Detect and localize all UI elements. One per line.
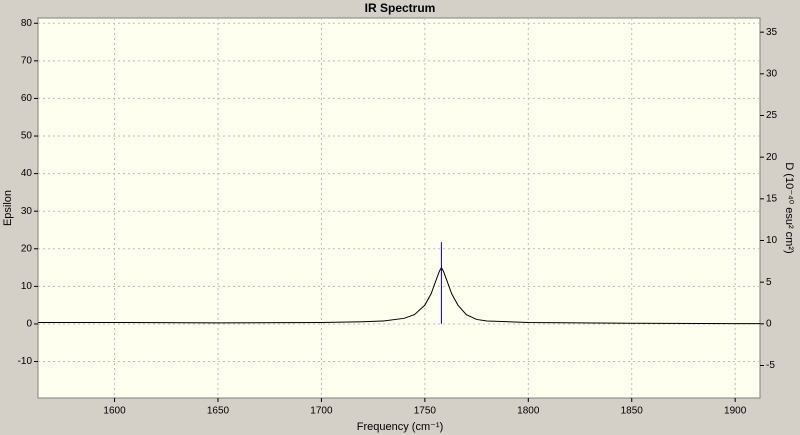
x-tick-label: 1850 — [621, 406, 644, 417]
chart-title: IR Spectrum — [365, 1, 436, 15]
plot-area — [37, 17, 761, 399]
y-tick-label: 70 — [21, 55, 33, 66]
x-tick-label: 1750 — [414, 406, 437, 417]
y2-tick-label: 35 — [766, 27, 778, 38]
y-tick-label: 10 — [21, 281, 33, 292]
y-tick-label: 20 — [21, 243, 33, 254]
y2-tick-label: 5 — [766, 277, 772, 288]
y-tick-label: 80 — [21, 18, 33, 29]
y2-tick-label: 20 — [766, 152, 778, 163]
y2-axis-label: D (10⁻⁴⁰ esu² cm²) — [783, 162, 795, 253]
y2-tick-label: 0 — [766, 318, 772, 329]
y2-tick-label: 25 — [766, 110, 778, 121]
x-tick-label: 1650 — [207, 406, 230, 417]
x-tick-label: 1900 — [724, 406, 747, 417]
y-tick-label: 30 — [21, 206, 33, 217]
x-axis-label: Frequency (cm⁻¹) — [357, 421, 444, 433]
x-tick-label: 1700 — [310, 406, 333, 417]
y2-tick-label: 30 — [766, 68, 778, 79]
y-axis-label: Epsilon — [2, 190, 14, 226]
y-tick-label: -10 — [18, 356, 33, 367]
y2-tick-label: 10 — [766, 235, 778, 246]
y2-tick-label: -5 — [766, 360, 775, 371]
x-tick-label: 1600 — [103, 406, 126, 417]
y-tick-label: 40 — [21, 168, 33, 179]
spectrum-line — [38, 266, 760, 325]
y-tick-label: 0 — [26, 319, 32, 330]
x-tick-label: 1800 — [517, 406, 540, 417]
y-tick-label: 50 — [21, 131, 33, 142]
y2-tick-label: 15 — [766, 193, 778, 204]
y-tick-label: 60 — [21, 93, 33, 104]
